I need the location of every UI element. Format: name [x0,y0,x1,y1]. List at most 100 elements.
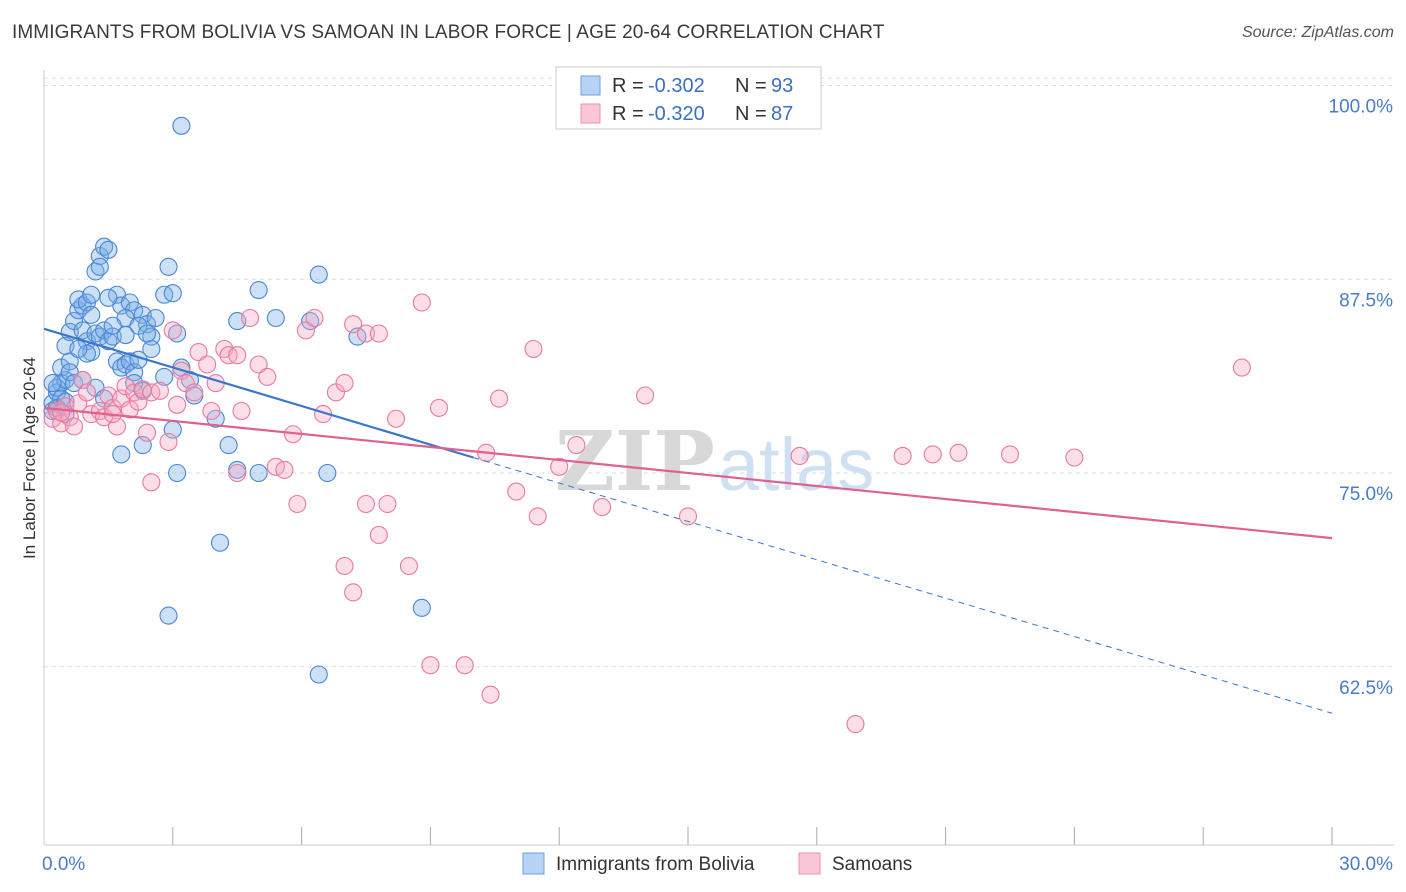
grid-layer [44,77,1394,668]
legend-n-label-bolivia: N = [735,75,767,97]
point-samoans [387,409,406,428]
point-samoans [228,346,247,365]
point-samoans [550,457,569,476]
point-bolivia [103,316,122,335]
point-bolivia [69,339,88,359]
points-layer [43,116,1251,734]
legend-r-label-bolivia: R = [612,75,644,97]
point-samoans [369,324,388,343]
point-samoans [1065,448,1084,467]
point-bolivia [82,285,101,304]
point-bolivia [146,308,165,328]
bottom-legend-swatch-bolivia [522,852,545,875]
source-credit: Source: ZipAtlas.com [1241,24,1394,41]
point-samoans [202,401,221,421]
point-samoans [142,473,161,492]
point-samoans [288,494,307,514]
legend-r-value-samoans: -0.320 [648,103,705,125]
point-samoans [369,525,388,545]
point-bolivia [412,598,431,617]
point-samoans [923,445,942,464]
point-samoans [846,715,865,734]
point-samoans [1232,358,1251,377]
point-samoans [678,507,698,526]
point-samoans [455,656,474,675]
axes-layer [43,70,1394,846]
point-samoans [77,383,96,402]
point-bolivia [155,367,174,386]
y-tick-label: 100.0% [1329,97,1394,118]
point-samoans [335,374,354,393]
point-samoans [524,339,543,359]
point-samoans [593,498,612,517]
point-samoans [1000,445,1020,464]
point-bolivia [159,257,178,276]
bottom-legend-label-bolivia: Immigrants from Bolivia [556,854,755,875]
point-samoans [507,482,526,501]
point-bolivia [90,257,109,276]
legend-n-value-samoans: 87 [771,103,793,125]
bottom-legend-label-samoans: Samoans [832,854,912,875]
watermark: ZIP atlas [555,414,874,510]
point-samoans [65,417,84,436]
x-tick-label-min: 0.0% [42,854,85,875]
page-title: IMMIGRANTS FROM BOLIVIA VS SAMOAN IN LAB… [12,22,885,43]
point-samoans [412,293,431,312]
point-samoans [159,432,178,452]
legend-r-label-samoans: R = [612,103,644,125]
legend-n-label-samoans: N = [735,103,767,125]
legend-swatch-samoans [580,103,601,124]
point-samoans [60,408,79,427]
point-samoans [52,403,71,422]
legend-r-value-bolivia: -0.302 [648,75,705,97]
point-samoans [481,685,500,704]
watermark-atlas: atlas [718,423,874,506]
x-tick-label-max: 30.0% [1339,854,1393,875]
point-bolivia [82,305,101,324]
point-samoans [344,315,363,334]
point-bolivia [142,339,161,359]
point-samoans [399,556,418,576]
y-axis-label: In Labor Force | Age 20-64 [20,357,39,559]
point-bolivia [43,374,62,393]
point-samoans [429,398,449,417]
trendlines-layer [43,327,1333,714]
point-bolivia [219,436,238,455]
point-samoans [232,401,251,421]
y-tick-label: 75.0% [1339,484,1393,505]
trendline-samoans [43,406,1333,540]
top-legend: R = -0.302 N = 93 R = -0.320 N = 87 [555,66,822,130]
point-samoans [198,355,217,374]
tick-labels-layer: 100.0% 87.5% 75.0% 62.5% 0.0% 30.0% [42,97,1393,876]
point-bolivia [99,288,118,307]
point-samoans [490,389,509,408]
trendline-bolivia [43,327,474,459]
point-samoans [567,436,586,455]
point-bolivia [249,281,268,300]
point-samoans [335,556,354,576]
point-bolivia [309,665,328,684]
point-samoans [636,386,655,405]
point-samoans [356,324,376,343]
point-samoans [344,583,363,602]
point-samoans [241,308,260,328]
bottom-legend: Immigrants from Bolivia Samoans [522,852,912,875]
point-samoans [305,308,324,328]
point-samoans [163,321,182,340]
point-bolivia [309,265,328,284]
point-samoans [185,383,204,402]
point-samoans [168,395,187,414]
point-bolivia [116,325,135,345]
point-bolivia [249,463,268,483]
point-bolivia [163,284,182,303]
legend-n-value-bolivia: 93 [771,75,793,97]
y-tick-label: 87.5% [1339,290,1393,311]
point-samoans [421,656,440,675]
point-samoans [137,423,157,442]
point-samoans [893,446,912,466]
legend-swatch-bolivia [580,75,601,96]
point-samoans [275,460,294,479]
point-samoans [249,355,268,374]
y-tick-label: 62.5% [1339,678,1393,699]
